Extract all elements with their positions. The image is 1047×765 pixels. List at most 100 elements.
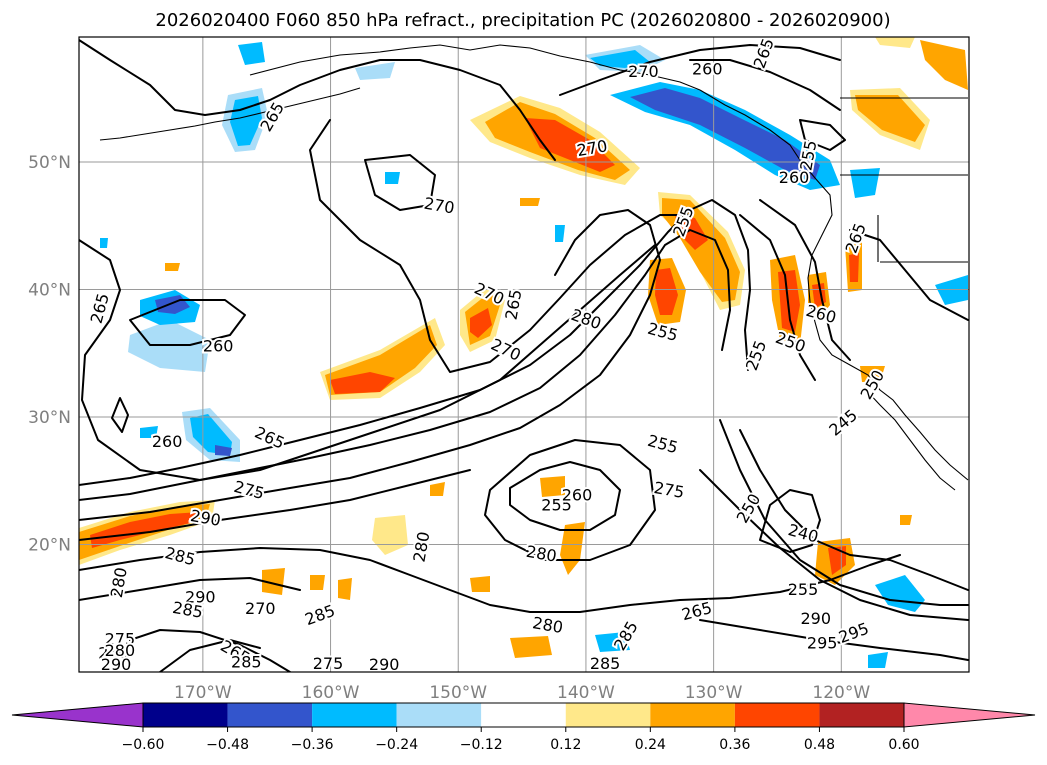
positive-anomaly-subtropic-jet-core [90, 512, 200, 548]
positive-anomaly-tropic-1 [560, 522, 585, 575]
contour-line [559, 44, 841, 96]
colorbar-tick-label: 0.60 [888, 737, 919, 753]
coastlines [99, 44, 969, 491]
colorbar-extend-high [903, 702, 1036, 728]
positive-anomaly-north-corner [920, 40, 968, 90]
contour-label-group: 290 [798, 607, 833, 630]
contour-label: 260 [692, 60, 723, 79]
contour-label: 260 [562, 486, 593, 505]
contour-label: 260 [98, 644, 129, 663]
contour-label-group: 285 [588, 652, 623, 672]
contour-label-group: 255 [786, 578, 821, 601]
colorbar-bin [312, 703, 397, 727]
contour-label-group: 280 [529, 611, 566, 639]
contour-label: 270 [628, 62, 659, 81]
contour-line [79, 209, 661, 521]
negative-anomaly-west [140, 426, 158, 438]
contour-line [739, 429, 969, 591]
longitude-label: 120°W [812, 683, 870, 703]
contour-line [129, 299, 246, 346]
longitude-label: 170°W [174, 683, 232, 703]
contour-line [689, 59, 841, 111]
contour-line [759, 489, 821, 553]
contour-line [509, 461, 621, 531]
contour-label-group: 270 [626, 60, 661, 83]
contour-label-group: 260 [560, 484, 595, 507]
contour-label: 285 [231, 653, 262, 672]
positive-anomaly-tropic-5 [262, 568, 285, 595]
contour-label: 260 [779, 168, 810, 187]
contour-label: 280 [531, 613, 564, 637]
positive-anomaly-small-5 [900, 515, 912, 525]
contour-label: 290 [800, 609, 831, 628]
positive-anomaly-tropic-8 [310, 575, 325, 590]
colorbar-tick-label: 0.36 [719, 737, 750, 753]
longitude-label: 130°W [685, 683, 743, 703]
contour-label: 260 [203, 336, 234, 355]
contour-label-group: 275 [103, 628, 138, 651]
colorbar-tick-label: −0.24 [375, 737, 418, 753]
colorbar-tick-label: 0.24 [635, 737, 666, 753]
colorbar-tick-label: −0.48 [206, 737, 249, 753]
positive-anomaly-small-4 [430, 482, 445, 496]
contour-label-group: 290 [367, 653, 402, 674]
contour-label: 280 [105, 641, 136, 660]
contour-line [849, 229, 969, 321]
positive-anomaly-small-1 [165, 263, 180, 271]
aleutian-chain [99, 87, 361, 141]
contour-line [739, 214, 816, 381]
positive-anomaly-tropic-1-edge [372, 515, 408, 555]
contour-label: 255 [541, 496, 572, 515]
contour-line [719, 419, 969, 606]
contour-label: 275 [313, 654, 344, 673]
negative-anomaly-alaska-core [630, 88, 820, 180]
colorbar-tick-label: 0.48 [804, 737, 835, 753]
positive-anomaly-tropic-4 [510, 636, 552, 658]
contour-label: 295 [807, 633, 838, 652]
contour-label-group: 290 [183, 586, 218, 609]
contour-line [309, 119, 691, 373]
colorbar-bin [565, 703, 651, 727]
chart-title: 2026020400 F060 850 hPa refract., precip… [155, 10, 890, 31]
longitude-label: 140°W [557, 683, 615, 703]
colorbar-tick-label: −0.12 [460, 737, 503, 753]
negative-anomaly-small-5 [868, 652, 888, 668]
contour-label: 290 [369, 655, 400, 674]
colorbar-tick-label: −0.36 [291, 737, 334, 753]
precipitation-anomaly-shading [79, 37, 968, 668]
contour-line [159, 639, 261, 672]
contour-label-group: 280 [103, 639, 138, 662]
latitude-label: 30°N [28, 408, 71, 428]
contour-line [759, 199, 851, 361]
contour-line [484, 439, 656, 561]
negative-anomaly-small-3 [385, 172, 400, 184]
negative-anomaly-coast [935, 275, 968, 305]
colorbar-tick-label: −0.60 [122, 737, 165, 753]
contour-line [129, 629, 291, 672]
contour-line [79, 547, 901, 613]
colorbar-bin [734, 703, 820, 727]
colorbar-bin [143, 703, 228, 727]
latitude-tick-labels: 20°N 30°N 40°N 50°N [28, 153, 71, 556]
refractivity-contours [79, 39, 969, 672]
contour-line [799, 119, 846, 151]
contour-line [364, 154, 436, 211]
negative-anomaly-central-2-deep [215, 445, 232, 456]
colorbar-extend-low [11, 702, 144, 728]
positive-anomaly-coast-3-core [849, 253, 859, 282]
negative-anomaly-alaska-edge-2 [590, 50, 650, 68]
positive-anomaly-east-2-core [655, 268, 678, 315]
positive-anomaly-gulf-core [525, 118, 615, 172]
contour-label-group: 275 [311, 652, 346, 673]
negative-anomaly-aleutian-core [230, 96, 262, 146]
coastline-bc [699, 89, 969, 481]
positive-anomaly-small-3 [860, 366, 885, 382]
positive-anomaly-small-2 [520, 198, 540, 206]
contour-label: 290 [185, 588, 216, 607]
contour-line [79, 199, 751, 486]
coastline-alaska [249, 44, 701, 91]
longitude-label: 160°W [302, 683, 360, 703]
contour-label-group: 260 [96, 642, 131, 665]
positive-anomaly-tropic-6 [470, 576, 490, 592]
